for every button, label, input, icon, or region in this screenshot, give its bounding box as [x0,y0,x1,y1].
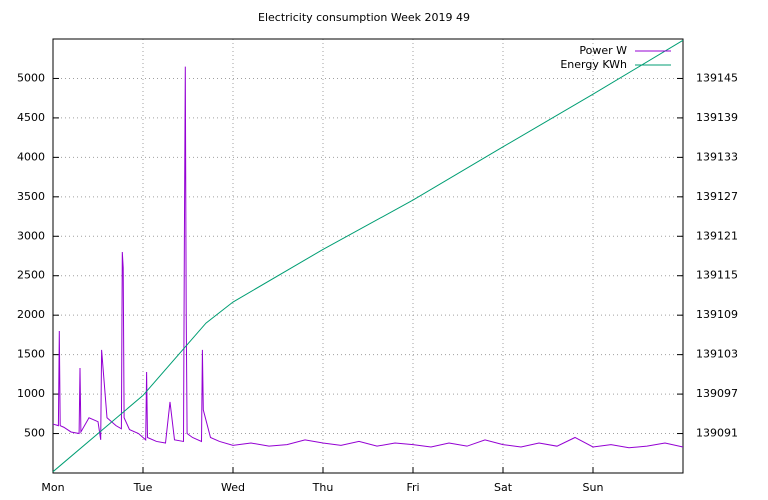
y-tick-label: 500 [24,427,45,440]
y2-tick-label: 139145 [696,71,738,84]
y2-tick-label: 139109 [696,308,738,321]
y-tick-label: 1000 [17,387,45,400]
y-tick-label: 4500 [17,111,45,124]
chart-title: Electricity consumption Week 2019 49 [258,11,470,24]
y-tick-label: 5000 [17,71,45,84]
x-tick-label: Tue [133,481,153,494]
data-line [52,39,684,473]
y2-tick-label: 139115 [696,269,738,282]
y-tick-label: 4000 [17,150,45,163]
y2-tick-label: 139121 [696,229,738,242]
y2-tick-label: 139133 [696,150,738,163]
legend-label: Energy KWh [560,58,627,71]
x-tick-label: Fri [406,481,419,494]
y-tick-label: 3000 [17,229,45,242]
y-tick-label: 2000 [17,308,45,321]
x-tick-label: Wed [221,481,245,494]
data-line [52,66,684,449]
y2-tick-label: 139091 [696,427,738,440]
y-tick-label: 3500 [17,190,45,203]
y2-tick-label: 139097 [696,387,738,400]
x-tick-label: Thu [312,481,334,494]
y2-tick-label: 139139 [696,111,738,124]
y2-tick-label: 139127 [696,190,738,203]
y-tick-label: 2500 [17,269,45,282]
y2-tick-label: 139103 [696,348,738,361]
legend-label: Power W [579,44,627,57]
x-tick-label: Mon [41,481,64,494]
plot-border [52,38,684,474]
y-tick-label: 1500 [17,348,45,361]
x-tick-label: Sun [583,481,604,494]
x-tick-label: Sat [494,481,513,494]
